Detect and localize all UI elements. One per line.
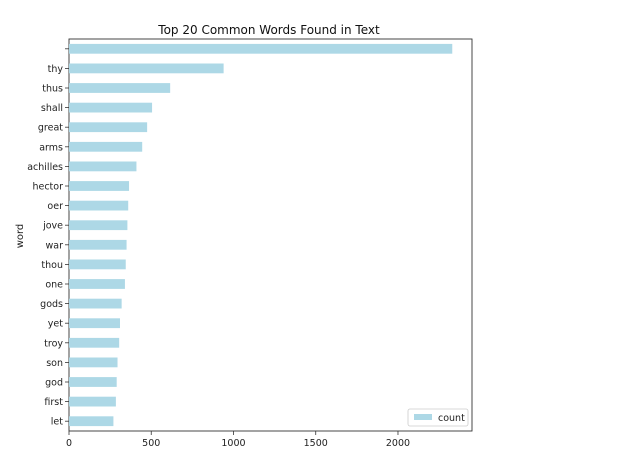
y-tick-label: arms	[39, 142, 63, 153]
bar	[69, 43, 453, 54]
y-tick-label: first	[44, 397, 63, 408]
chart-title: Top 20 Common Words Found in Text	[157, 23, 380, 37]
y-tick-label: troy	[44, 338, 63, 349]
bar	[69, 181, 130, 191]
x-ticks-layer: 0 500 1000 1500 2000	[66, 431, 410, 449]
y-tick-label: hector	[32, 182, 63, 193]
y-tick-label: gods	[40, 299, 63, 310]
bar	[69, 83, 171, 93]
y-tick-label: achilles	[27, 162, 63, 173]
legend: count	[407, 408, 469, 427]
y-ticks-layer: thy thus shall great arms achilles hector oer jo…	[27, 48, 69, 428]
legend-label-count: count	[438, 413, 465, 424]
bar	[69, 259, 126, 270]
bar	[69, 161, 137, 172]
legend-box	[407, 408, 469, 427]
y-tick-label: war	[46, 240, 64, 251]
y-tick-label: shall	[41, 103, 63, 114]
bar	[69, 298, 122, 309]
bar	[69, 220, 128, 231]
bar	[69, 63, 224, 74]
bar	[69, 102, 153, 113]
bar	[69, 377, 117, 387]
legend-swatch	[414, 414, 432, 420]
bar	[69, 279, 125, 289]
y-tick-label: thou	[41, 260, 63, 271]
bar	[69, 337, 120, 348]
bars-layer	[69, 43, 453, 427]
plot-frame	[68, 38, 473, 432]
y-tick-label: jove	[42, 221, 63, 232]
bar	[69, 122, 148, 133]
y-tick-label: son	[46, 358, 63, 369]
y-tick-label: great	[38, 123, 63, 134]
y-tick-label: yet	[48, 319, 63, 330]
x-tick-label: 0	[66, 438, 72, 449]
bar	[69, 239, 127, 250]
bar	[69, 396, 116, 407]
bar	[69, 141, 143, 152]
bar	[69, 200, 129, 211]
y-tick-label: oer	[47, 201, 63, 212]
x-tick-label: 1500	[304, 438, 328, 449]
x-tick-label: 1000	[221, 438, 245, 449]
y-tick-label: god	[45, 378, 63, 389]
x-tick-label: 2000	[386, 438, 410, 449]
y-tick-label: let	[51, 417, 63, 428]
y-tick-label: one	[45, 280, 63, 291]
y-axis-title: word	[15, 224, 26, 249]
bar	[69, 318, 120, 329]
x-tick-label: 500	[142, 438, 160, 449]
y-tick-label: thy	[48, 64, 64, 75]
bar	[69, 357, 118, 368]
bar	[69, 416, 114, 427]
y-tick-label: thus	[42, 84, 63, 95]
